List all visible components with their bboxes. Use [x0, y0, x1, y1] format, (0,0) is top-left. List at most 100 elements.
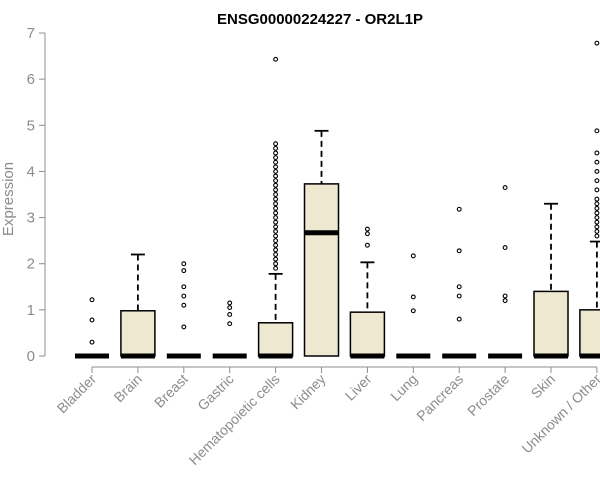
outlier-point [89, 339, 95, 345]
outlier-point [273, 192, 279, 197]
outlier-point [594, 205, 600, 211]
outlier-point [502, 245, 508, 251]
outlier-point [273, 187, 279, 193]
outlier-point [594, 150, 600, 156]
outlier-point [456, 316, 462, 322]
outlier-point [594, 178, 600, 184]
y-axis-label: Expression [0, 162, 17, 236]
outlier-point [456, 206, 462, 212]
outlier-point [273, 205, 279, 211]
outlier-point [594, 40, 600, 46]
outlier-point [410, 308, 416, 314]
outlier-point [502, 185, 508, 191]
box-rect [303, 183, 340, 357]
outlier-point [273, 173, 279, 179]
outlier-point [273, 196, 279, 202]
outlier-point [273, 252, 279, 257]
outlier-point [181, 293, 187, 299]
x-tick-label: Liver [342, 371, 375, 404]
outlier-point [273, 210, 279, 216]
outlier-point [273, 164, 279, 170]
outlier-point [227, 312, 233, 317]
outlier-point [594, 168, 600, 174]
outlier-point [594, 201, 600, 207]
outlier-point [273, 233, 279, 239]
outlier-point [594, 219, 600, 225]
x-tick-label: Prostate [464, 371, 512, 419]
y-tick-label: 0 [27, 348, 35, 365]
outlier-point [273, 182, 279, 188]
outlier-point [456, 248, 462, 254]
x-tick-label: Brain [111, 371, 145, 405]
y-tick-label: 6 [27, 71, 35, 88]
y-tick-label: 7 [27, 25, 35, 42]
outlier-point [273, 242, 279, 248]
outlier-point [502, 293, 508, 299]
outlier-point [273, 261, 279, 267]
outlier-point [594, 159, 600, 165]
outlier-point [273, 145, 279, 151]
box-rect [349, 311, 386, 357]
outlier-point [181, 261, 187, 267]
outlier-point [594, 224, 600, 230]
outlier-point [364, 231, 370, 237]
outlier-point [181, 268, 187, 274]
outlier-point [273, 215, 279, 221]
outlier-point [594, 215, 600, 221]
x-tick-label: Hematopoietic cells [186, 371, 283, 468]
outlier-point [89, 317, 95, 323]
x-tick-label: Kidney [287, 371, 329, 413]
outlier-point [273, 265, 279, 271]
outlier-point [456, 284, 462, 290]
outlier-point [273, 168, 279, 174]
outlier-point [273, 178, 279, 184]
x-tick-label: Gastric [194, 371, 237, 414]
outlier-point [273, 238, 279, 244]
outlier-point [594, 196, 600, 202]
outlier-point [181, 324, 187, 330]
outlier-point [594, 128, 600, 134]
x-tick-label: Bladder [54, 371, 100, 417]
outlier-point [273, 141, 279, 147]
outlier-point [273, 155, 279, 161]
outlier-point [273, 256, 279, 262]
outlier-point [273, 201, 279, 207]
outlier-point [181, 284, 187, 290]
outlier-point [181, 302, 187, 308]
outlier-point [227, 300, 233, 306]
box-rect [579, 309, 600, 357]
y-tick-label: 5 [27, 117, 35, 134]
outlier-point [594, 233, 600, 239]
y-tick-label: 2 [27, 256, 35, 273]
outlier-point [89, 297, 95, 303]
x-tick-label: Breast [151, 371, 191, 411]
y-tick-label: 1 [27, 302, 35, 319]
outlier-point [594, 228, 600, 234]
outlier-point [273, 224, 279, 230]
outlier-point [227, 321, 233, 327]
y-tick-label: 3 [27, 210, 35, 227]
chart-title: ENSG00000224227 - OR2L1P [217, 11, 423, 28]
outlier-point [273, 150, 279, 156]
outlier-point [594, 210, 600, 216]
outlier-point [502, 298, 508, 304]
outlier-point [364, 242, 370, 248]
x-tick-label: Skin [528, 371, 559, 402]
outlier-point [227, 305, 233, 310]
outlier-point [273, 159, 279, 165]
outlier-point [273, 228, 279, 234]
box-rect [120, 310, 156, 357]
outlier-point [456, 293, 462, 299]
outlier-point [364, 226, 370, 232]
outlier-point [410, 294, 416, 300]
outlier-point [410, 253, 416, 259]
plot-area: 0 1 2 3 4 5 6 7 Bladder Brain Breast GastricHematop… [27, 25, 600, 468]
outlier-point [273, 56, 279, 62]
box-rect [257, 322, 294, 357]
x-tick-label: Lung [387, 371, 420, 404]
x-tick-label: Pancreas [413, 371, 466, 424]
box-rect [533, 290, 569, 357]
x-tick-label: Unknown / Other [518, 371, 600, 457]
outlier-point [594, 187, 600, 193]
